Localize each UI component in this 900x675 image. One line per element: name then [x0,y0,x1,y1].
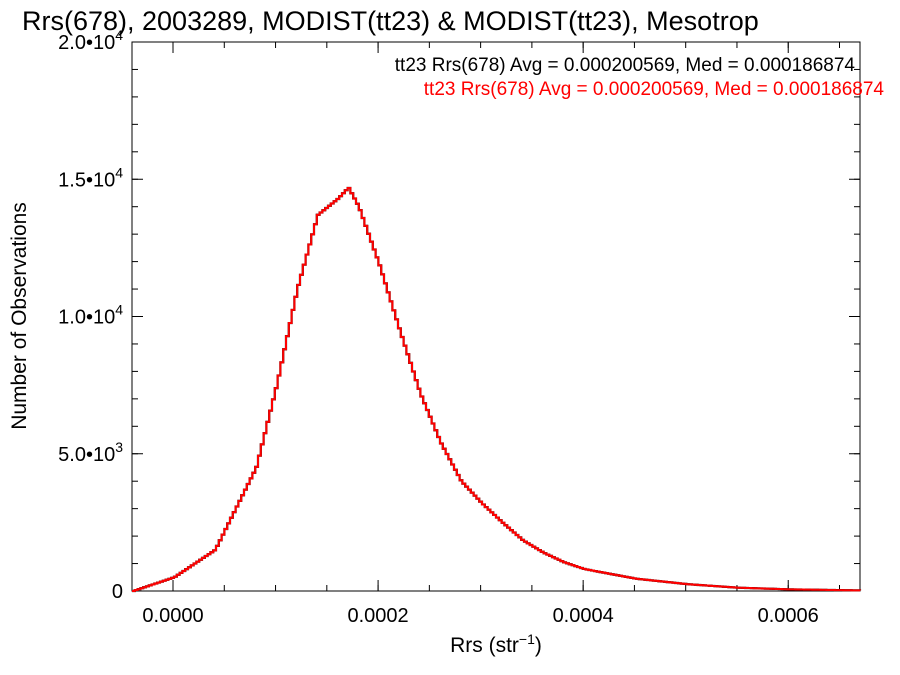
y-tick-labels: 0 5.0•103 1.0•104 1.5•104 2.0•104 [58,27,123,603]
legend-entry-black: tt23 Rrs(678) Avg = 0.000200569, Med = 0… [395,55,856,76]
histogram-series-red [132,187,861,592]
x-tick-label: 0.0000 [142,605,203,627]
x-tick-label: 0.0004 [553,605,614,627]
x-axis-label: Rrs (str−1) [450,631,542,657]
x-axis-label-superscript: −1 [519,631,535,647]
y-tick-label: 0 [112,581,123,603]
chart-title: Rrs(678), 2003289, MODIST(tt23) & MODIST… [22,6,759,36]
x-tick-label: 0.0002 [347,605,408,627]
y-tick-label: 2.0•104 [58,27,123,54]
histogram-series-black [132,186,862,593]
axis-ticks [132,41,860,592]
x-tick-labels: 0.0000 0.0002 0.0004 0.0006 [142,605,818,627]
y-tick-label: 5.0•103 [58,439,123,466]
legend-entry-red: tt23 Rrs(678) Avg = 0.000200569, Med = 0… [424,79,885,100]
y-axis-label: Number of Observations [8,202,31,430]
y-tick-label: 1.5•104 [58,164,123,191]
plot-frame [131,41,861,592]
x-tick-label: 0.0006 [758,605,819,627]
y-tick-label: 1.0•104 [58,302,123,329]
series-layer [132,186,862,593]
